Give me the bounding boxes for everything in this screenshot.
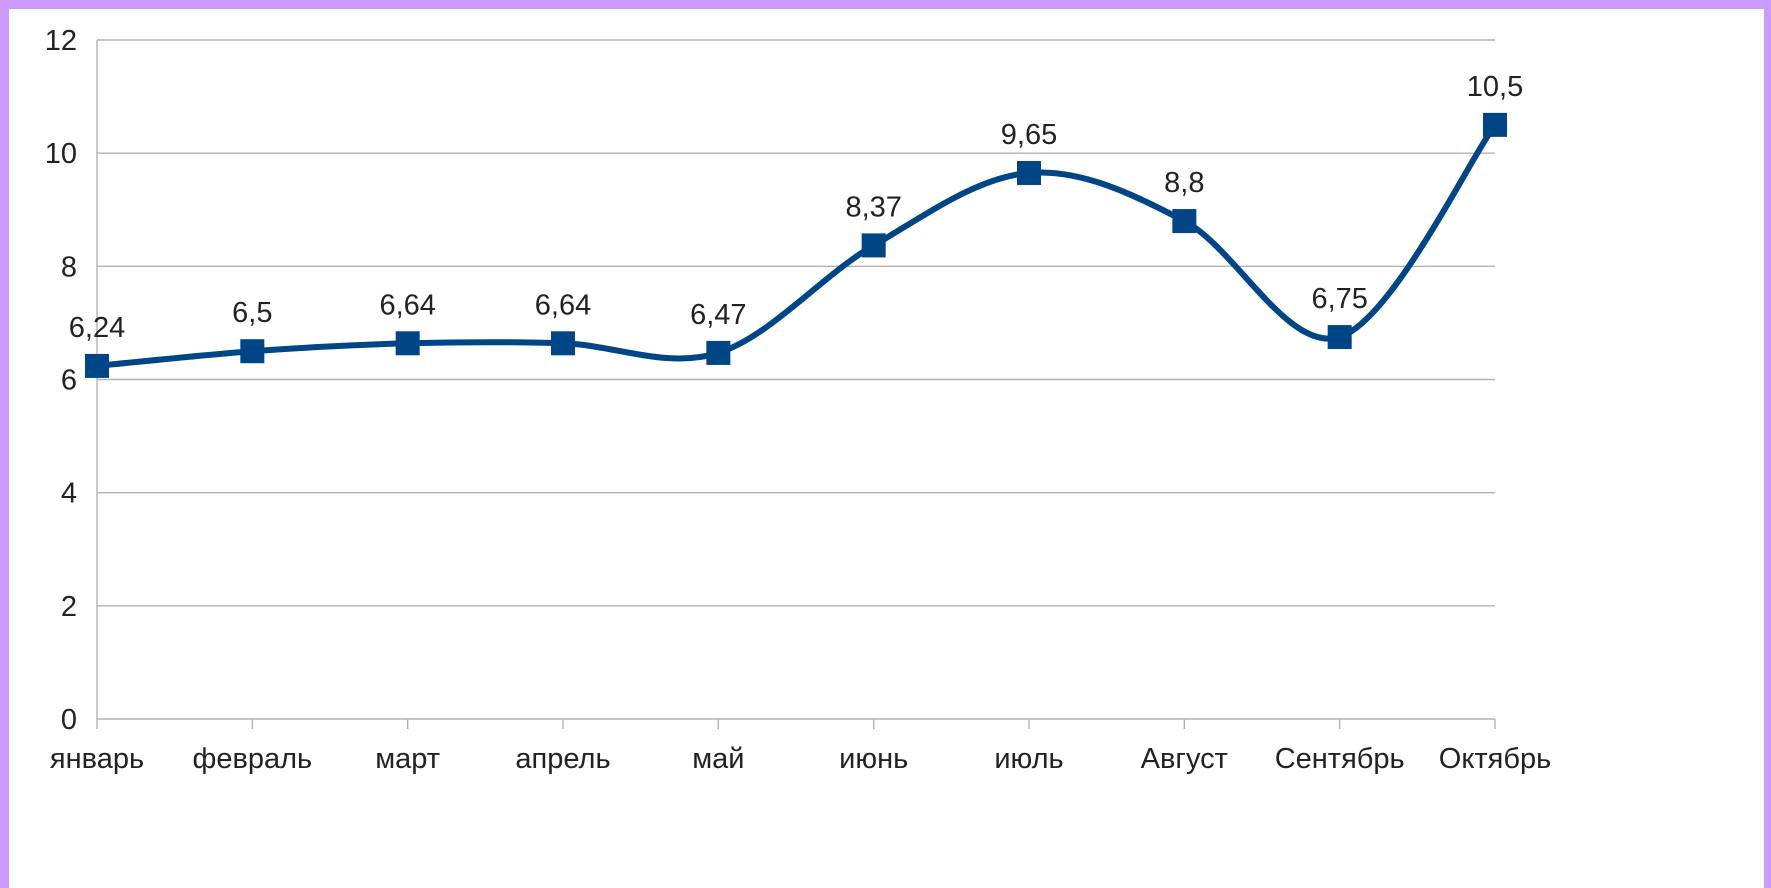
series-markers	[85, 112, 1507, 378]
data-point-marker	[861, 233, 886, 258]
data-label: 8,37	[845, 191, 901, 223]
data-point-marker	[1327, 325, 1352, 350]
y-tick-labels: 0 2 4 6 8 10 12	[45, 25, 77, 736]
data-label: 6,64	[379, 289, 435, 321]
x-tick-label: апрель	[515, 743, 610, 775]
y-tick-label: 6	[61, 365, 77, 397]
x-tick-label: январь	[50, 743, 144, 775]
x-tick-label: март	[375, 743, 440, 775]
y-tick-label: 10	[45, 138, 77, 170]
data-label: 6,5	[232, 297, 272, 329]
data-label: 6,75	[1311, 283, 1367, 315]
data-point-marker	[395, 331, 420, 356]
data-point-marker	[1483, 112, 1507, 137]
x-tick-label: май	[692, 743, 744, 775]
x-tick-label: февраль	[192, 743, 312, 775]
series-line	[94, 121, 1498, 369]
axes	[96, 40, 1496, 729]
data-label: 6,47	[690, 299, 746, 331]
x-tick-label: Октябрь	[1439, 743, 1551, 775]
x-tick-label: Сентябрь	[1275, 743, 1405, 775]
chart-card: 6,24 6,5 6,64 6,64 6,47 8,37 9,65 8,8 6,75 10,5 0…	[9, 9, 1764, 888]
data-label: 6,24	[69, 312, 125, 344]
gridlines	[97, 39, 1495, 720]
data-point-marker	[85, 353, 109, 378]
x-tick-labels: январь февраль март апрель май июнь июль Август…	[50, 743, 1551, 775]
y-tick-label: 8	[61, 251, 77, 283]
x-tick-label: Август	[1141, 743, 1228, 775]
data-label: 9,65	[1001, 119, 1057, 151]
x-tick-label: июль	[994, 743, 1063, 775]
line-chart: 6,24 6,5 6,64 6,64 6,47 8,37 9,65 8,8 6,75 10,5 0…	[45, 25, 1551, 775]
data-point-marker	[1017, 160, 1041, 185]
y-tick-label: 0	[61, 704, 77, 736]
data-label: 10,5	[1467, 71, 1523, 103]
data-point-marker	[551, 331, 575, 356]
x-tick-label: июнь	[839, 743, 908, 775]
data-point-marker	[706, 340, 731, 365]
data-point-marker	[1172, 209, 1197, 234]
data-label: 8,8	[1164, 167, 1204, 199]
series-line-layer	[94, 121, 1498, 369]
data-label: 6,64	[535, 289, 591, 321]
y-tick-label: 12	[45, 25, 77, 57]
y-tick-label: 4	[61, 478, 77, 510]
data-point-marker	[240, 339, 265, 364]
y-tick-label: 2	[61, 591, 77, 623]
data-labels: 6,24 6,5 6,64 6,64 6,47 8,37 9,65 8,8 6,75 10,5	[69, 71, 1523, 344]
